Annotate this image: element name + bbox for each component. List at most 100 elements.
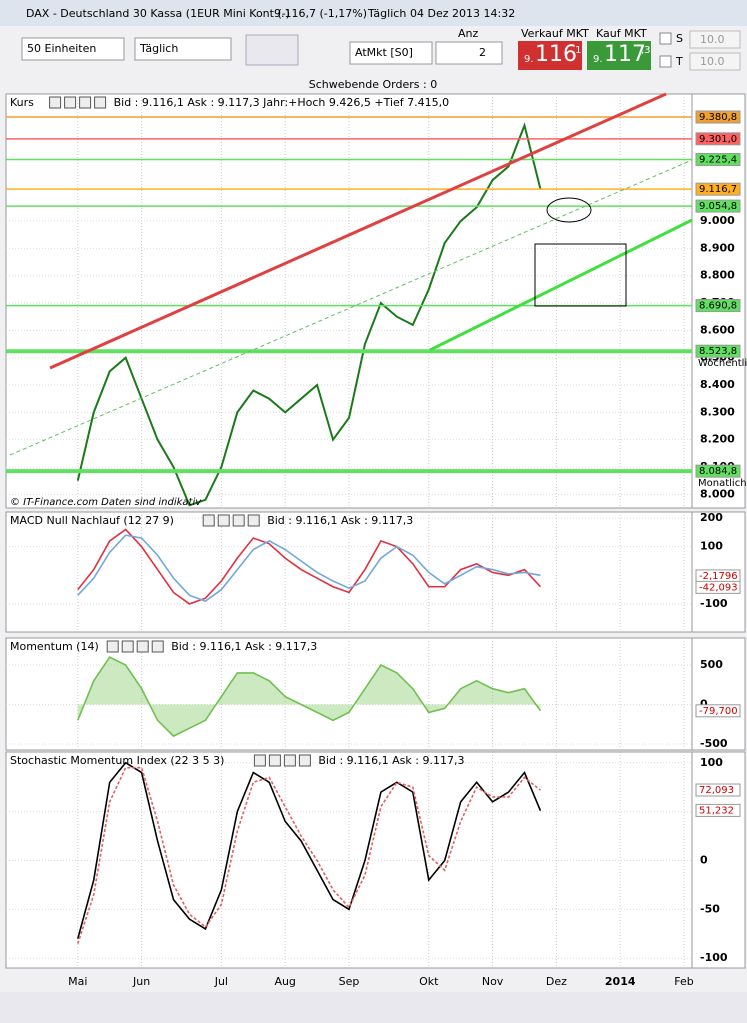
y-tick-label: 8.800 [700,269,735,282]
panel-icon[interactable] [268,754,281,767]
order-type: AtMkt [S0] [355,46,413,59]
buy-big: 117 [604,42,646,67]
t-check[interactable] [659,55,672,68]
axis-area [691,637,746,751]
win-change: 9.116,7 (-1,17%) [274,7,367,20]
x-tick-label: Feb [674,975,693,988]
interval-select[interactable] [134,37,232,61]
x-tick-label: Jul [214,975,228,988]
y-tick-label: 8.200 [700,433,735,446]
panel-icon[interactable] [136,640,149,653]
series-line [77,766,541,944]
panel-icon[interactable] [232,514,245,527]
win-date: 04 Dez 2013 14:32 [410,7,515,20]
units: 50 Einheiten [27,42,96,55]
bottom-bar [0,992,747,1023]
y-tick-label: 8.400 [700,378,735,391]
level-label: -79,700 [699,706,738,717]
panel-footer: © IT-Finance.com Daten sind indikativ [10,497,202,508]
level-box [695,783,741,797]
level-box [695,199,741,213]
t-input[interactable] [689,52,741,71]
panel-info: Bid : 9.116,1 Ask : 9.117,3 Jahr:+Hoch 9… [114,96,450,109]
qty-input[interactable] [435,41,503,65]
level-label: 9.301,0 [699,134,737,145]
level-box [695,344,741,358]
trend-green [429,218,693,352]
y-tick-label: -50 [700,902,720,915]
panel-icon[interactable] [283,754,296,767]
panel-icon[interactable] [298,754,311,767]
y-tick-label: 200 [700,511,723,524]
level-box [695,182,741,196]
panel-info: Bid : 9.116,1 Ask : 9.117,3 [267,514,413,527]
panel-icon[interactable] [253,754,266,767]
y-tick-label: 9.000 [700,214,735,227]
panel-icon[interactable] [94,96,107,109]
buy-btn[interactable] [587,41,651,70]
s-check[interactable] [659,32,672,45]
y-tick-label: 0 [700,698,708,711]
panel-icon[interactable] [106,640,119,653]
level-label: 8.084,8 [699,466,737,477]
y-tick-label: 500 [700,658,723,671]
y-tick-label: 8.300 [700,405,735,418]
level-label: 9.225,4 [699,154,737,165]
x-tick-label: Sep [339,975,360,988]
panel-icon[interactable] [49,96,62,109]
panel-info: Bid : 9.116,1 Ask : 9.117,3 [171,640,317,653]
level-label: 51,232 [699,805,734,816]
panel-icon[interactable] [151,640,164,653]
y-tick-label: 8.600 [700,323,735,336]
sell-label: Verkauf MKT [521,27,589,40]
interval: Täglich [139,42,178,55]
x-tick-label: Aug [274,975,295,988]
units-select[interactable] [21,37,125,61]
panel-title: MACD Null Nachlauf (12 27 9) [10,514,174,527]
level-box [695,704,741,718]
t-value: 10.0 [700,55,725,68]
y-tick-label: 100 [700,756,723,769]
series-line [77,761,542,939]
chart-btn[interactable] [245,34,299,66]
level-note: Wöchentli [698,358,747,369]
panel-icon[interactable] [64,96,77,109]
y-tick-label: 100 [700,540,723,553]
t-label: T [675,55,683,68]
series-line [77,528,542,605]
level-box [695,803,741,817]
sell-post: ,1 [572,45,582,56]
panel-icon[interactable] [121,640,134,653]
panel-icon[interactable] [79,96,92,109]
buy-post: ,3 [641,45,651,56]
panel-title: Stochastic Momentum Index (22 3 5 3) [10,754,224,767]
x-tick-label: Dez [546,975,567,988]
titlebar [0,0,747,26]
trend-dash [9,159,693,456]
level-box [695,132,741,146]
area-fill [77,657,541,737]
level-label: -2,1796 [699,571,738,582]
s-input[interactable] [689,30,741,49]
panel-title: Momentum (14) [10,640,99,653]
panel-icon[interactable] [202,514,215,527]
y-tick-label: -100 [700,951,728,964]
buy-pre: 9. [593,54,603,65]
pending-orders: Schwebende Orders : 0 [309,78,437,91]
s-label: S [676,32,683,45]
sell-pre: 9. [524,54,534,65]
sell-btn[interactable] [518,41,582,70]
panel-icon[interactable] [247,514,260,527]
y-tick-label: -100 [700,597,728,610]
panel-icon[interactable] [217,514,230,527]
level-label: 9.116,7 [699,184,737,195]
y-tick-label: 8.900 [700,241,735,254]
level-box [695,580,741,594]
series-line [77,656,542,738]
zone-ellipse [546,197,592,223]
order-select[interactable] [349,41,433,65]
series-line [77,534,541,602]
x-tick-label: Okt [419,975,439,988]
x-tick-label: Jun [132,975,150,988]
